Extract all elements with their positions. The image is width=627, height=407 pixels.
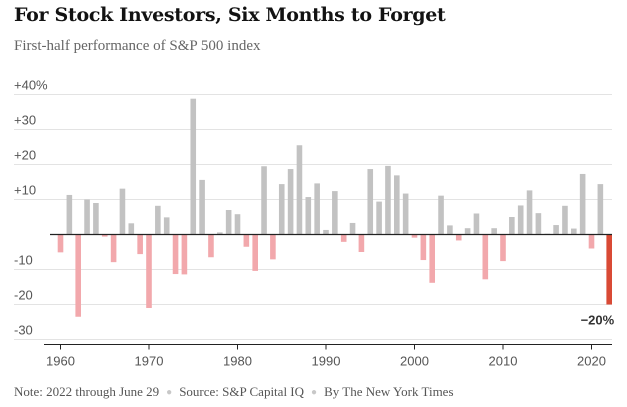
y-tick-label: -30 xyxy=(14,323,33,338)
bar-1992 xyxy=(340,234,347,242)
bar-1985 xyxy=(278,184,285,235)
bar-2021 xyxy=(597,184,604,235)
bar-1995 xyxy=(367,169,374,235)
bar-1987 xyxy=(296,145,303,235)
bar-1997 xyxy=(385,165,391,235)
bar-2001 xyxy=(420,234,427,261)
x-tick-label: 1990 xyxy=(312,354,341,369)
bar-2004 xyxy=(447,225,453,235)
bar-1977 xyxy=(208,234,214,258)
bar-1983 xyxy=(261,166,267,235)
footer-credit: By The New York Times xyxy=(324,384,454,399)
bar-1973 xyxy=(172,234,179,275)
bar-1981 xyxy=(243,234,250,247)
bar-1989 xyxy=(314,183,320,235)
bar-1986 xyxy=(287,169,294,235)
footer-source: Source: S&P Capital IQ xyxy=(179,384,305,399)
bar-2005 xyxy=(455,234,462,241)
separator-dot-icon: ● xyxy=(166,387,173,398)
y-tick-label: +10 xyxy=(14,183,36,198)
bars xyxy=(57,98,612,317)
bar-2020 xyxy=(588,234,595,249)
bar-1979 xyxy=(225,210,232,235)
bar-1978 xyxy=(217,232,223,235)
bar-1998 xyxy=(394,175,400,235)
x-tick-label: 1970 xyxy=(135,354,164,369)
y-tick-label: +40% xyxy=(14,78,48,93)
bar-2010 xyxy=(500,234,506,262)
y-tick-label: -20 xyxy=(14,288,33,303)
separator-dot-icon: ● xyxy=(311,387,318,398)
bar-2013 xyxy=(526,190,533,235)
bar-1980 xyxy=(234,214,241,235)
x-tick-label: 1980 xyxy=(223,354,252,369)
footer-note: Note: 2022 through June 29 xyxy=(14,384,160,399)
x-tick-label: 2010 xyxy=(489,354,518,369)
bar-1988 xyxy=(305,197,312,235)
bar-2011 xyxy=(509,217,515,235)
bar-2009 xyxy=(491,228,497,235)
bar-2008 xyxy=(482,234,489,280)
bar-2016 xyxy=(553,225,559,235)
bar-2007 xyxy=(473,213,480,235)
chart-subtitle: First-half performance of S&P 500 index xyxy=(14,38,261,54)
gridlines xyxy=(14,94,612,340)
bar-1999 xyxy=(402,193,409,235)
bar-1962 xyxy=(75,234,81,317)
y-tick-label: +30 xyxy=(14,113,36,128)
y-axis-labels: +40% +30 +20 +10 -10 -20 -30 xyxy=(14,78,48,338)
bar-1996 xyxy=(376,201,382,235)
bar-1965 xyxy=(101,234,108,237)
bar-2022 xyxy=(606,234,612,305)
bar-1990 xyxy=(323,229,329,235)
bar-2012 xyxy=(517,205,524,235)
bar-1961 xyxy=(66,194,73,235)
bar-2017 xyxy=(562,205,568,235)
bar-1966 xyxy=(110,234,117,263)
chart-footer: Note: 2022 through June 29 ● Source: S&P C… xyxy=(14,384,454,400)
bar-1982 xyxy=(252,234,258,271)
chart-title: For Stock Investors, Six Months to Forge… xyxy=(14,4,446,26)
bar-1971 xyxy=(155,205,161,235)
bar-1967 xyxy=(119,188,126,235)
bar-2014 xyxy=(535,213,542,235)
bar-1968 xyxy=(128,223,135,235)
y-tick-label: -10 xyxy=(14,253,33,268)
bar-1975 xyxy=(190,98,197,235)
annotation-label: −20% xyxy=(581,313,615,328)
bar-1963 xyxy=(84,199,90,235)
x-tick-label: 2020 xyxy=(577,354,606,369)
bar-2003 xyxy=(438,195,444,235)
x-axis-labels: 1960 1970 1980 1990 2000 2010 2020 xyxy=(46,354,606,369)
bar-1960 xyxy=(57,234,64,253)
bar-1991 xyxy=(332,191,338,235)
bar-2006 xyxy=(464,228,471,235)
bar-1976 xyxy=(199,179,205,235)
bar-2000 xyxy=(411,234,418,238)
bar-2019 xyxy=(579,173,586,235)
axes xyxy=(44,233,612,350)
bar-1970 xyxy=(146,234,152,308)
x-tick-label: 1960 xyxy=(46,354,75,369)
bar-1974 xyxy=(181,234,188,275)
bar-1984 xyxy=(270,234,276,260)
y-tick-label: +20 xyxy=(14,148,36,163)
bar-1969 xyxy=(137,234,143,255)
bar-2018 xyxy=(571,228,577,235)
bar-1964 xyxy=(93,203,99,235)
bar-1972 xyxy=(163,217,170,235)
x-tick-label: 2000 xyxy=(400,354,429,369)
annotations: −20% xyxy=(581,313,615,328)
bar-1994 xyxy=(358,234,365,252)
bar-2002 xyxy=(429,234,435,283)
bar-1993 xyxy=(349,222,356,235)
